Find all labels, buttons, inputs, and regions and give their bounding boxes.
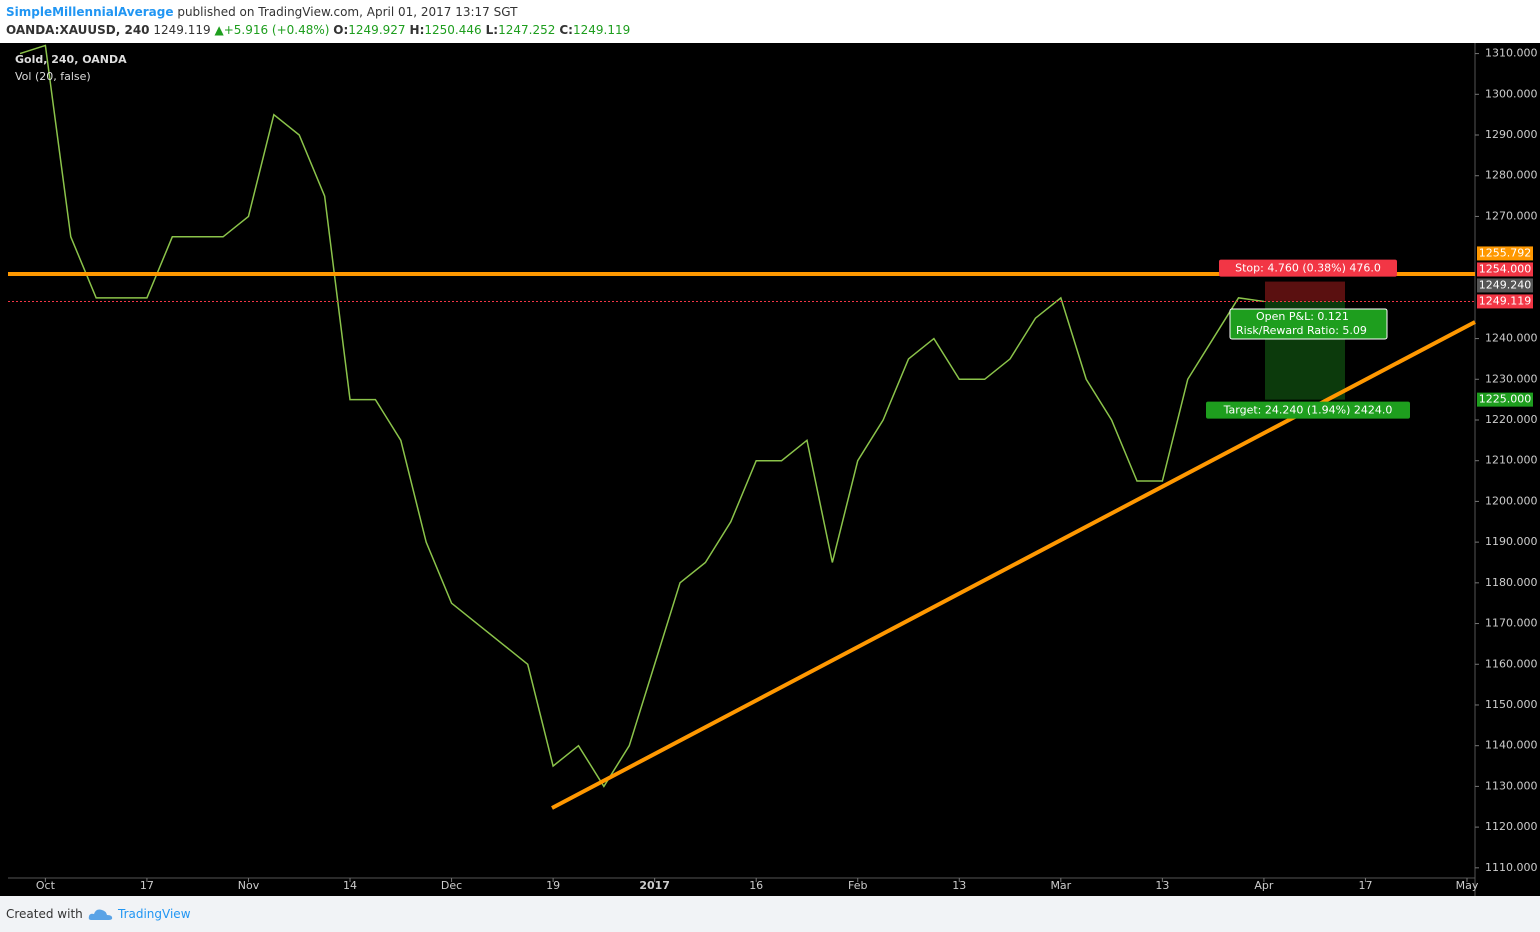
y-tick-label: 1310.000 xyxy=(1485,47,1538,60)
ohlc-label: L: xyxy=(485,23,499,37)
last: 1249.119 xyxy=(153,23,211,37)
y-tick-label: 1300.000 xyxy=(1485,87,1538,100)
y-tick-label: 1110.000 xyxy=(1485,861,1538,874)
y-tick-label: 1120.000 xyxy=(1485,820,1538,833)
background xyxy=(0,43,1540,896)
brand[interactable]: TradingView xyxy=(118,907,191,921)
pnl-box xyxy=(1229,308,1388,340)
price-tag-label: 1254.000 xyxy=(1479,262,1532,275)
y-tick-label: 1210.000 xyxy=(1485,454,1538,467)
change: +5.916 (+0.48%) xyxy=(223,23,330,37)
ohlc-value: 1247.252 xyxy=(498,23,556,37)
y-tick-label: 1150.000 xyxy=(1485,698,1538,711)
header-line: SimpleMillennialAverage published on Tra… xyxy=(6,3,634,21)
x-tick-label: 2017 xyxy=(639,879,670,892)
rr-label: Risk/Reward Ratio: 5.09 xyxy=(1236,324,1367,337)
ohlc-label: H: xyxy=(409,23,425,37)
stop-label-box xyxy=(1219,259,1397,277)
y-tick-label: 1270.000 xyxy=(1485,209,1538,222)
x-tick-label: Apr xyxy=(1254,879,1274,892)
header: SimpleMillennialAverage published on Tra… xyxy=(6,3,634,39)
x-tick-label: 19 xyxy=(546,879,560,892)
y-tick-label: 1220.000 xyxy=(1485,413,1538,426)
symbol: OANDA:XAUUSD, 240 xyxy=(6,23,150,37)
x-tick-label: Oct xyxy=(36,879,56,892)
y-tick-label: 1280.000 xyxy=(1485,169,1538,182)
created: Created with xyxy=(6,907,83,921)
y-tick-label: 1160.000 xyxy=(1485,657,1538,670)
price-tag-label: 1249.240 xyxy=(1479,278,1532,291)
chart: Gold, 240, OANDA Vol (20, false) 1110.00… xyxy=(0,43,1540,896)
y-tick-label: 1130.000 xyxy=(1485,779,1538,792)
x-tick-label: 13 xyxy=(952,879,966,892)
x-tick-label: Dec xyxy=(441,879,462,892)
ohlc-value: 1250.446 xyxy=(424,23,482,37)
header-line: OANDA:XAUUSD, 240 1249.119 ▲+5.916 (+0.4… xyxy=(6,21,634,39)
target-label-box xyxy=(1206,401,1410,419)
price-tag xyxy=(1477,278,1533,293)
logo xyxy=(88,909,113,920)
price-tag xyxy=(1477,294,1533,309)
y-tick-label: 1230.000 xyxy=(1485,372,1538,385)
x-tick-label: Nov xyxy=(238,879,260,892)
x-tick-label: 14 xyxy=(343,879,357,892)
y-tick-label: 1190.000 xyxy=(1485,535,1538,548)
y-tick-label: 1290.000 xyxy=(1485,128,1538,141)
ohlc-label: C: xyxy=(559,23,573,37)
x-tick-label: 17 xyxy=(140,879,154,892)
y-tick-label: 1140.000 xyxy=(1485,739,1538,752)
ohlc-label: O: xyxy=(333,23,349,37)
ohlc-value: 1249.119 xyxy=(572,23,631,37)
footer: Created with TradingView xyxy=(0,896,1540,932)
price-tag xyxy=(1477,262,1533,277)
y-tick-label: 1240.000 xyxy=(1485,332,1538,345)
ohlc: O:1249.927 H:1250.446 L:1247.252 C:1249.119 xyxy=(333,23,634,37)
y-tick-label: 1180.000 xyxy=(1485,576,1538,589)
price-tag-label: 1225.000 xyxy=(1479,393,1532,406)
stop-zone xyxy=(1265,281,1345,301)
x-tick-label: 13 xyxy=(1155,879,1169,892)
x-tick-label: 16 xyxy=(749,879,763,892)
price-tag xyxy=(1477,246,1533,261)
y-tick-label: 1170.000 xyxy=(1485,617,1538,630)
target-label: Target: 24.240 (1.94%) 2424.0 xyxy=(1223,404,1393,417)
x-tick-label: Feb xyxy=(848,879,867,892)
x-tick-label: 17 xyxy=(1358,879,1372,892)
ohlc-value: 1249.927 xyxy=(348,23,406,37)
stop-label: Stop: 4.760 (0.38%) 476.0 xyxy=(1235,262,1381,275)
y-tick-label: 1200.000 xyxy=(1485,494,1538,507)
price-tag-label: 1249.119 xyxy=(1479,294,1532,307)
legend-entry: Vol (20, false) xyxy=(15,70,91,83)
author[interactable]: SimpleMillennialAverage xyxy=(6,5,174,19)
published: published on TradingView.com, April 01, … xyxy=(177,5,518,19)
price-tag-label: 1255.792 xyxy=(1479,246,1532,259)
legend-entry: Gold, 240, OANDA xyxy=(15,53,127,66)
price-tag xyxy=(1477,392,1533,407)
arrow: ▲ xyxy=(214,23,224,37)
x-tick-label: Mar xyxy=(1050,879,1071,892)
x-tick-label: May xyxy=(1456,879,1479,892)
pnl-label: Open P&L: 0.121 xyxy=(1256,310,1349,323)
